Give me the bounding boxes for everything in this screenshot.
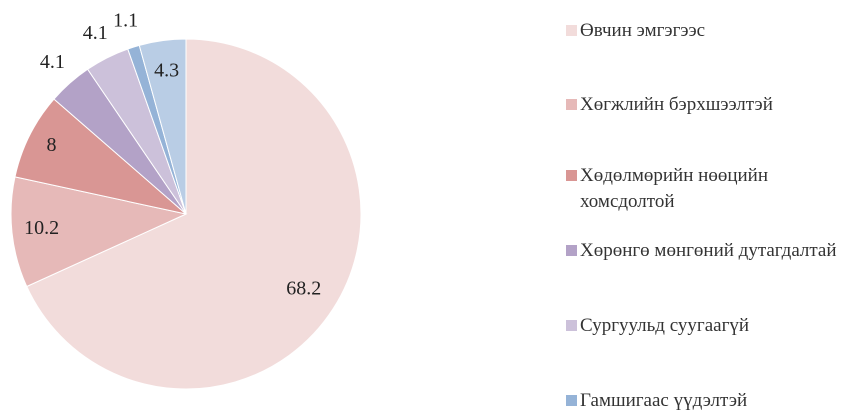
- legend-label: Сургуульд суугаагүй: [580, 315, 750, 336]
- pie-slice: [26, 38, 362, 390]
- legend-item: Хөдөлмөрийн нөөцийн хомсдолтой: [566, 163, 846, 215]
- data-label: 10.2: [24, 217, 59, 239]
- legend-item: Гамшигаас үүдэлтэй: [566, 388, 846, 414]
- legend-swatch: [566, 395, 577, 406]
- legend-item: Өвчин эмгэгээс: [566, 18, 846, 44]
- legend-swatch: [566, 245, 577, 256]
- legend-swatch: [566, 170, 577, 181]
- data-label: 8: [46, 134, 56, 156]
- data-label: 4.1: [40, 51, 65, 73]
- legend-item: Сургуульд суугаагүй: [566, 313, 846, 339]
- legend-swatch: [566, 25, 577, 36]
- pie-slice: [138, 38, 187, 215]
- data-label: 68.2: [286, 277, 321, 299]
- legend-label: Хөгжлийн бэрхшээлтэй: [580, 94, 773, 115]
- data-label: 4.1: [83, 22, 108, 44]
- legend-label: Өвчин эмгэгээс: [580, 20, 706, 41]
- data-label: 1.1: [113, 10, 138, 32]
- legend-label: Гамшигаас үүдэлтэй: [580, 390, 748, 411]
- legend-label: Хөдөлмөрийн нөөцийн хомсдолтой: [580, 165, 768, 212]
- legend-label: Хөрөнгө мөнгөний дутагдалтай: [580, 240, 837, 261]
- legend-swatch: [566, 320, 577, 331]
- pie-slice: [10, 176, 188, 288]
- data-label: 4.3: [154, 59, 179, 81]
- legend-item: Хөгжлийн бэрхшээлтэй: [566, 92, 846, 118]
- legend-item: Хөрөнгө мөнгөний дутагдалтай: [566, 238, 846, 264]
- legend-swatch: [566, 99, 577, 110]
